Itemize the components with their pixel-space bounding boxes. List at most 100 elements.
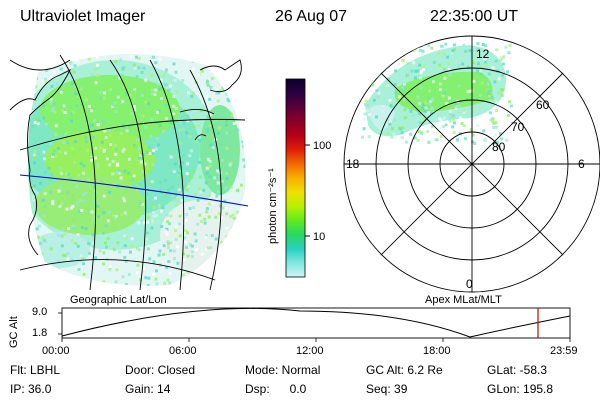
speckle-pixel [140,71,144,74]
speckle-pixel [178,165,182,168]
speckle-pixel [132,105,136,108]
speckle-pixel [64,151,67,155]
speckle-pixel [76,244,80,248]
speckle-pixel [225,92,229,96]
speckle-pixel [79,162,83,166]
speckle-pixel [487,72,491,76]
speckle-pixel [411,113,415,117]
speckle-pixel [412,61,416,65]
speckle-pixel [27,285,31,286]
speckle-pixel [448,109,452,113]
speckle-pixel [63,254,67,258]
speckle-pixel [111,214,115,218]
speckle-pixel [219,240,223,244]
speckle-pixel [245,81,246,85]
speckle-pixel [199,220,203,224]
speckle-pixel [151,149,155,153]
speckle-pixel [167,222,171,226]
speckle-pixel [164,229,168,233]
speckle-pixel [35,116,39,120]
speckle-pixel [504,45,508,49]
speckle-pixel [32,184,36,188]
speckle-pixel [393,118,397,122]
speckle-pixel [447,96,451,100]
speckle-pixel [221,206,225,210]
speckle-pixel [57,189,61,193]
speckle-pixel [129,55,133,59]
speckle-pixel [482,129,486,133]
speckle-pixel [229,67,233,71]
speckle-pixel [236,128,240,132]
speckle-pixel [426,129,430,133]
speckle-pixel [249,73,252,76]
speckle-pixel [119,58,123,62]
speckle-pixel [119,176,123,180]
speckle-pixel [40,252,44,256]
speckle-pixel [216,150,220,154]
speckle-pixel [69,111,73,115]
speckle-pixel [462,84,466,88]
speckle-pixel [216,274,220,278]
speckle-pixel [229,233,233,237]
speckle-pixel [96,65,100,69]
speckle-pixel [177,172,181,176]
speckle-pixel [458,104,462,108]
speckle-pixel [392,132,396,136]
speckle-pixel [45,68,49,72]
footer-glat: GLat: -58.3 [487,363,548,377]
speckle-pixel [150,226,154,230]
speckle-pixel [64,132,68,136]
speckle-pixel [149,134,153,138]
speckle-pixel [205,207,209,211]
speckle-pixel [462,43,466,47]
speckle-pixel [114,60,118,64]
speckle-pixel [47,65,51,69]
speckle-pixel [205,247,209,251]
speckle-pixel [219,143,223,146]
speckle-pixel [222,280,226,284]
speckle-pixel [394,69,398,73]
speckle-pixel [76,202,79,205]
speckle-pixel [500,137,504,141]
speckle-pixel [164,224,168,228]
speckle-pixel [147,145,151,149]
speckle-pixel [78,262,82,266]
speckle-pixel [139,201,143,205]
speckle-pixel [446,133,450,137]
speckle-pixel [138,156,141,160]
speckle-pixel [155,282,159,286]
speckle-pixel [476,69,480,73]
speckle-pixel [49,271,53,274]
speckle-pixel [111,103,115,107]
speckle-pixel [249,102,252,105]
speckle-pixel [226,97,230,101]
coastlines [9,59,242,256]
speckle-pixel [173,162,177,166]
speckle-pixel [427,102,431,106]
speckle-pixel [225,119,229,123]
speckle-pixel [155,137,159,141]
speckle-pixel [44,80,48,84]
speckle-pixel [114,280,118,284]
altitude-ticks [58,312,571,342]
colorbar-tick-100: 100 [313,140,331,152]
footer-gc-alt: GC Alt: 6.2 Re [366,363,443,377]
speckle-pixel [408,95,412,99]
speckle-pixel [59,67,63,71]
speckle-pixel [124,283,128,286]
speckle-pixel [201,101,205,105]
speckle-pixel [365,109,369,113]
speckle-pixel [158,249,162,253]
speckle-pixel [66,257,70,261]
speckle-pixel [96,63,99,67]
speckle-pixel [198,160,202,164]
speckle-pixel [457,84,461,88]
speckle-pixel [172,112,176,116]
speckle-pixel [85,98,89,102]
speckle-pixel [63,73,67,77]
speckle-pixel [50,172,54,176]
speckle-pixel [103,91,107,95]
speckle-pixel [106,236,110,240]
speckle-pixel [465,99,469,103]
speckle-pixel [388,98,392,102]
